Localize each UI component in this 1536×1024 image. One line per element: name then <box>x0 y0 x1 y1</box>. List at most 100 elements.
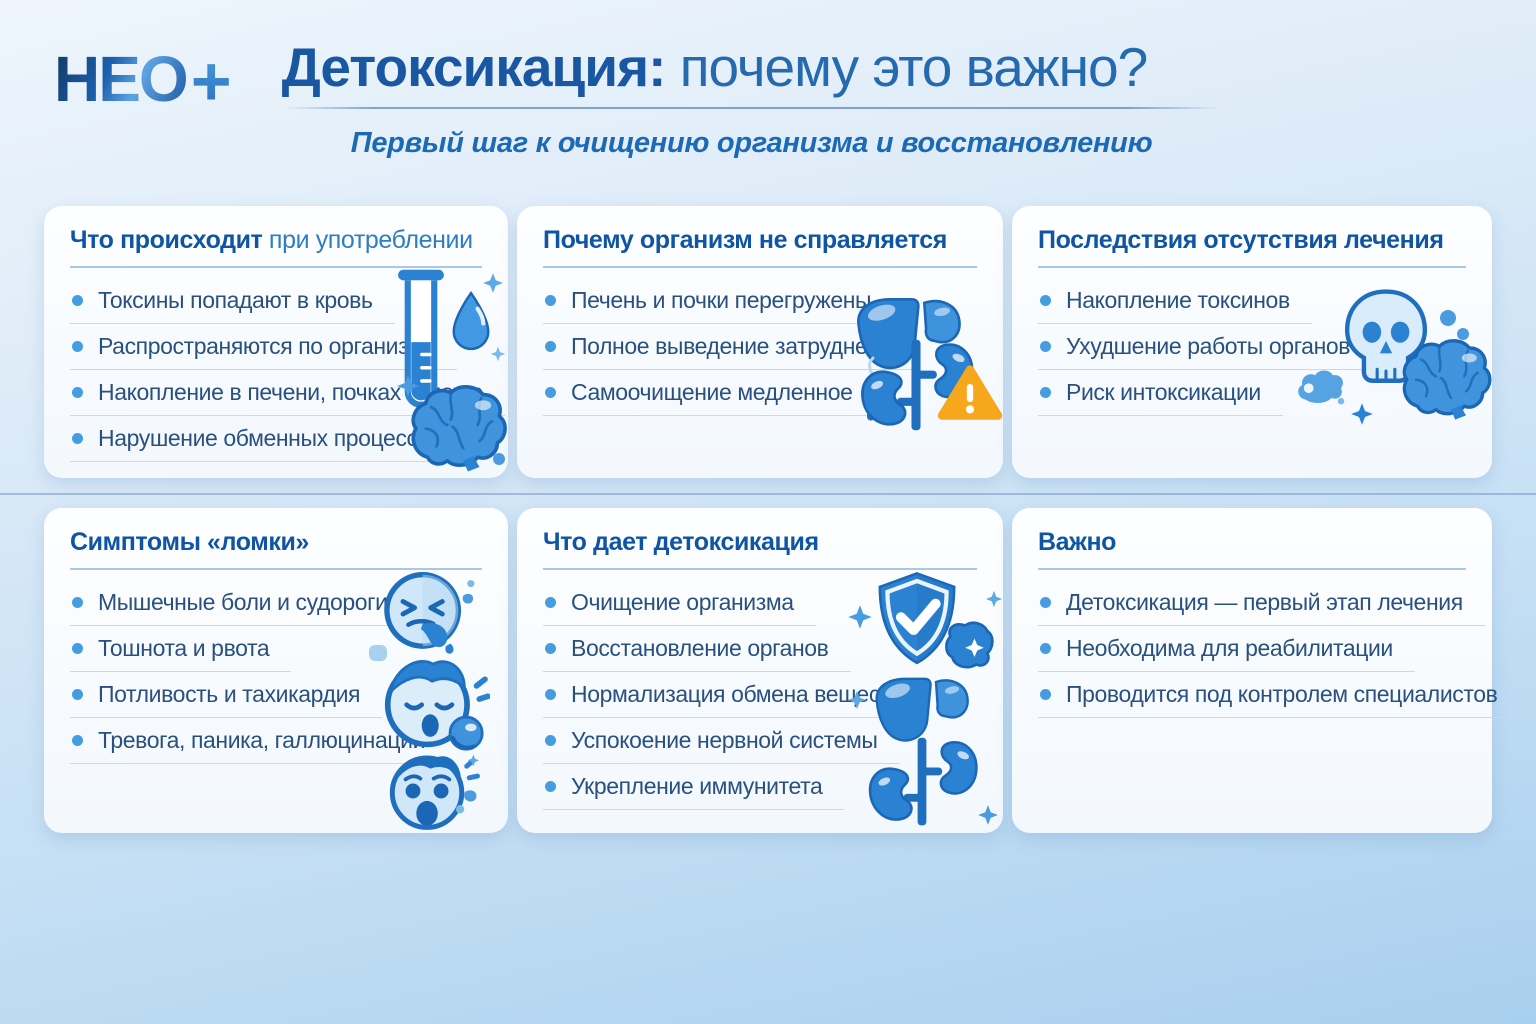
list-item: Токсины попадают в кровь <box>70 278 395 324</box>
kidneys-icon <box>863 736 981 828</box>
bullet-dot <box>72 295 83 306</box>
dot-speck <box>492 452 506 466</box>
bullet-list: Накопление токсинов Ухудшение работы орг… <box>1038 278 1466 416</box>
liver-badge-icon <box>941 620 995 670</box>
card-consequences: Последствия отсутствия лечения Накоплени… <box>1012 206 1492 478</box>
list-item-label: Риск интоксикации <box>1066 379 1261 405</box>
logo: НЕО+ <box>54 43 232 116</box>
list-item-label: Тревога, паника, галлюцинации <box>98 727 426 753</box>
list-item-label: Нормализация обмена веществ <box>571 681 902 707</box>
bullet-dot <box>1040 387 1051 398</box>
brain-icon <box>404 382 512 476</box>
title-underline <box>281 107 1222 110</box>
card-what-happens: Что происходит при употреблении Токсины … <box>44 206 508 478</box>
list-item-label: Полное выведение затруднено <box>571 333 893 359</box>
list-item: Нормализация обмена веществ <box>543 672 924 718</box>
card-important: Важно Детоксикация — первый этап лечения… <box>1012 508 1520 833</box>
list-item: Полное выведение затруднено <box>543 324 915 370</box>
card-title-bold: Что дает детоксикация <box>543 528 819 556</box>
bullet-dot <box>1040 643 1051 654</box>
list-item: Укрепление иммунитета <box>543 764 845 810</box>
list-item: Печень и почки перегружены <box>543 278 894 324</box>
card-title: Симптомы «ломки» <box>70 528 482 570</box>
logo-plus-icon: + <box>190 42 232 120</box>
bullet-dot <box>72 643 83 654</box>
card-title: Что дает детоксикация <box>543 528 977 570</box>
title-block: Детоксикация: почему это важно? Первый ш… <box>281 36 1222 160</box>
list-item-label: Ухудшение работы органов <box>1066 333 1351 359</box>
bullet-dot <box>72 689 83 700</box>
bullet-list: Детоксикация — первый этап лечения Необх… <box>1038 580 1520 718</box>
list-item-label: Очищение организма <box>571 589 794 615</box>
card-detox-benefits: Что дает детоксикация Очищение организма… <box>517 508 1003 833</box>
card-title-rest: при употреблении <box>262 226 473 254</box>
shield-check-icon <box>873 570 961 668</box>
list-item: Накопление токсинов <box>1038 278 1312 324</box>
list-item: Ухудшение работы органов <box>1038 324 1373 370</box>
list-item: Тревога, паника, галлюцинации <box>70 718 448 764</box>
page-title: Детоксикация: почему это важно? <box>282 36 1222 99</box>
droplet-icon <box>448 290 494 352</box>
card-title: Последствия отсутствия лечения <box>1038 226 1466 268</box>
bullet-dot <box>545 735 556 746</box>
logo-text: НЕО <box>54 43 189 115</box>
list-item-label: Мышечные боли и судороги <box>98 589 388 615</box>
liver-icon <box>853 294 969 374</box>
cards-row-bottom: Симптомы «ломки» Мышечные боли и судорог… <box>44 508 1520 833</box>
card-title: Важно <box>1038 528 1466 570</box>
list-item-label: Накопление токсинов <box>1066 287 1290 313</box>
list-item: Успокоение нервной системы <box>543 718 900 764</box>
sparkle-icon <box>1350 402 1374 426</box>
bullet-dot <box>545 295 556 306</box>
header: НЕО+ Детоксикация: почему это важно? Пер… <box>0 0 1536 160</box>
card-why-body-fails: Почему организм не справляется Печень и … <box>517 206 1003 478</box>
card-withdrawal-symptoms: Симптомы «ломки» Мышечные боли и судорог… <box>44 508 508 833</box>
sparkle-icon <box>985 590 1003 608</box>
scared-face-icon <box>380 748 484 834</box>
page-subtitle: Первый шаг к очищению организма и восста… <box>350 127 1153 160</box>
list-item-label: Нарушение обменных процессов <box>98 425 443 451</box>
card-title-bold: Важно <box>1038 528 1117 556</box>
dot-speck <box>368 644 390 664</box>
bullet-dot <box>72 387 83 398</box>
bullet-dot <box>72 433 83 444</box>
list-item: Тошнота и рвота <box>70 626 292 672</box>
bullet-dot <box>1040 597 1051 608</box>
sparkle-icon <box>847 690 867 710</box>
card-title-bold: Почему организм не справляется <box>543 226 947 254</box>
list-item-label: Самоочищение медленное <box>571 379 853 405</box>
list-item: Проводится под контролем специалистов <box>1038 672 1520 718</box>
list-item: Необходима для реабилитации <box>1038 626 1415 672</box>
bullet-dot <box>545 781 556 792</box>
list-item-label: Необходима для реабилитации <box>1066 635 1393 661</box>
card-title-bold: Последствия отсутствия лечения <box>1038 226 1444 254</box>
smoke-icon <box>1294 364 1346 406</box>
bullet-dot <box>72 735 83 746</box>
list-item-label: Проводится под контролем специалистов <box>1066 681 1498 707</box>
list-item-label: Потливость и тахикардия <box>98 681 361 707</box>
list-item: Мышечные боли и судороги <box>70 580 410 626</box>
bullet-list: Мышечные боли и судороги Тошнота и рвота… <box>70 580 482 764</box>
page-title-bold: Детоксикация: <box>281 36 667 98</box>
bullet-dot <box>72 597 83 608</box>
bullet-list: Очищение организма Восстановление органо… <box>543 580 977 810</box>
sweating-face-icon <box>378 650 490 752</box>
list-item: Восстановление органов <box>543 626 851 672</box>
cards-row-top: Что происходит при употреблении Токсины … <box>44 206 1492 478</box>
bullet-list: Печень и почки перегружены Полное выведе… <box>543 278 977 416</box>
page-title-rest: почему это важно? <box>665 36 1148 98</box>
card-title: Почему организм не справляется <box>543 226 977 268</box>
bullet-dot <box>545 689 556 700</box>
list-item: Распространяются по организму <box>70 324 458 370</box>
list-item: Самоочищение медленное <box>543 370 875 416</box>
bullet-dot <box>545 643 556 654</box>
bullet-dot <box>1040 689 1051 700</box>
list-item-label: Восстановление органов <box>571 635 829 661</box>
sparkle-icon <box>396 374 420 398</box>
list-item-label: Детоксикация — первый этап лечения <box>1066 589 1463 615</box>
bullet-dot <box>1040 341 1051 352</box>
sparkle-icon <box>847 604 873 630</box>
rows-divider <box>0 493 1536 495</box>
bullet-dot <box>545 597 556 608</box>
